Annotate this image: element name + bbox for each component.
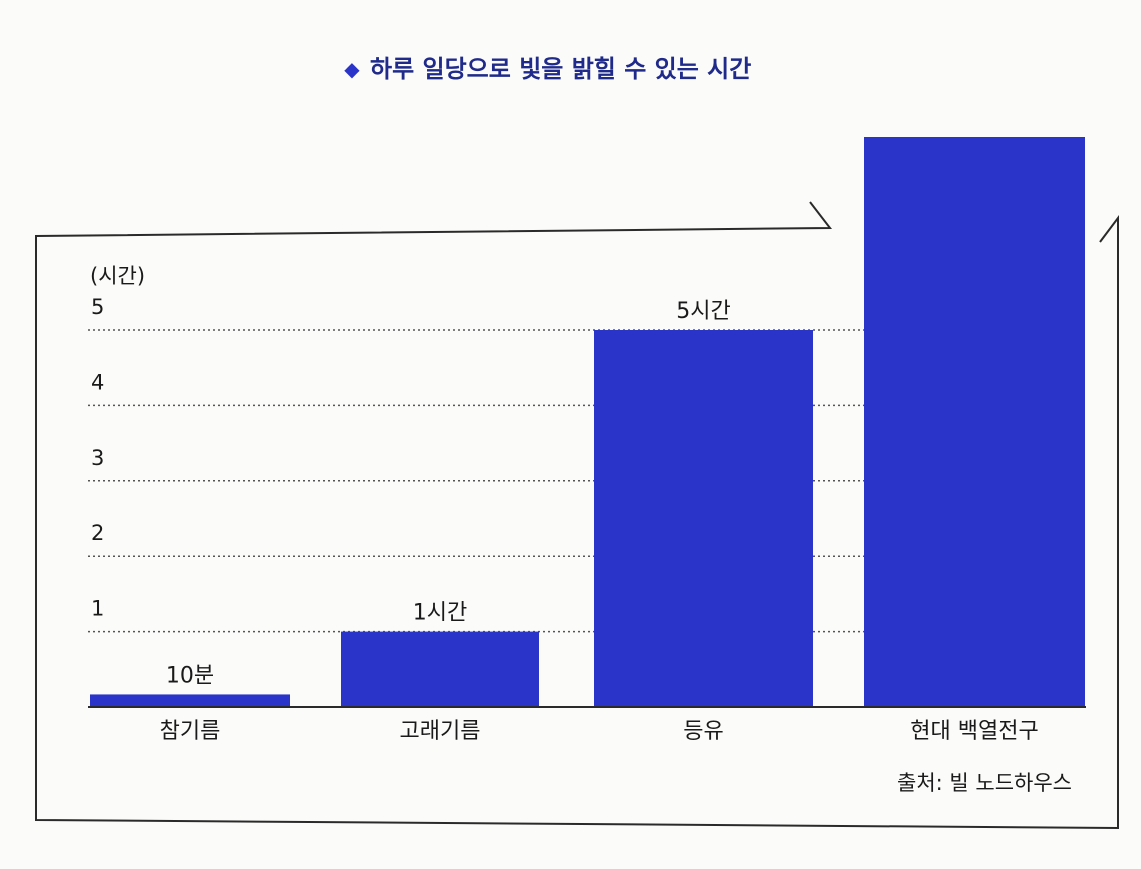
y-tick-label: 3 bbox=[91, 446, 104, 470]
value-labels: 10분 1시간 5시간 bbox=[166, 299, 731, 688]
y-tick-label: 4 bbox=[91, 370, 104, 394]
frame-left-top bbox=[35, 201, 1119, 830]
chart-title: 하루 일당으로 빛을 밝힐 수 있는 시간 bbox=[370, 55, 751, 83]
source-note: 출처: 빌 노드하우스 bbox=[897, 771, 1072, 795]
category-label: 등유 bbox=[683, 719, 723, 744]
bar bbox=[341, 631, 539, 707]
chart-frame bbox=[35, 201, 1119, 830]
y-tick-label: 5 bbox=[91, 295, 104, 319]
y-axis-label: (시간) bbox=[90, 264, 145, 288]
value-label: 10분 bbox=[166, 663, 214, 688]
category-labels: 참기름 고래기름 등유 현대 백열전구 bbox=[160, 719, 1039, 744]
category-label: 참기름 bbox=[160, 719, 221, 744]
bar bbox=[594, 330, 813, 707]
bar bbox=[90, 694, 290, 707]
y-tick-label: 1 bbox=[91, 597, 104, 621]
category-label: 고래기름 bbox=[400, 719, 481, 744]
bar-series bbox=[90, 137, 1085, 707]
value-label: 5시간 bbox=[676, 299, 730, 324]
y-tick-label: 2 bbox=[91, 521, 104, 545]
title-diamond-icon: ◆ bbox=[344, 57, 360, 81]
y-axis-ticks: 1 2 3 4 5 bbox=[91, 295, 104, 621]
value-label: 1시간 bbox=[413, 601, 467, 626]
bar bbox=[864, 137, 1085, 707]
category-label: 현대 백열전구 bbox=[910, 719, 1038, 744]
